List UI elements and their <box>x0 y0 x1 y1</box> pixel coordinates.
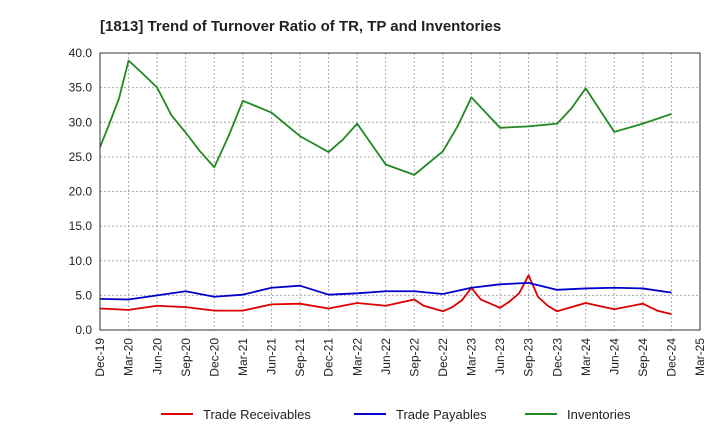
x-tick-label: Dec-20 <box>207 338 221 377</box>
y-tick-label: 5.0 <box>75 288 92 302</box>
y-axis-ticks: 0.0 5.0 10.0 15.0 20.0 25.0 30.0 35.0 40.0 <box>69 46 93 337</box>
x-tick-label: Jun-23 <box>493 338 507 375</box>
y-tick-label: 25.0 <box>69 150 93 164</box>
x-tick-label: Mar-21 <box>236 338 250 376</box>
x-tick-label: Mar-25 <box>693 338 707 376</box>
legend-label-trade-payables: Trade Payables <box>396 407 487 422</box>
x-tick-label: Mar-24 <box>579 338 593 376</box>
grid-lines <box>100 53 700 330</box>
legend-label-inventories: Inventories <box>567 407 631 422</box>
y-tick-label: 30.0 <box>69 115 93 129</box>
x-tick-label: Dec-24 <box>665 338 679 377</box>
x-tick-label: Sep-24 <box>636 338 650 377</box>
x-tick-label: Sep-21 <box>293 338 307 377</box>
x-axis-ticks: Dec-19 Mar-20 Jun-20 Sep-20 Dec-20 Mar-21 Jun-… <box>93 338 707 377</box>
x-tick-label: Dec-19 <box>93 338 107 377</box>
series-lines <box>99 59 672 315</box>
plot-area-frame <box>99 52 701 331</box>
x-tick-label: Mar-22 <box>350 338 364 376</box>
series-line-trade-payables <box>99 282 672 301</box>
x-tick-label: Sep-22 <box>407 338 421 377</box>
x-tick-label: Jun-24 <box>607 338 621 375</box>
x-tick-label: Mar-20 <box>122 338 136 376</box>
x-tick-label: Jun-22 <box>379 338 393 375</box>
legend-label-trade-receivables: Trade Receivables <box>203 407 311 422</box>
x-tick-label: Dec-21 <box>322 338 336 377</box>
x-tick-label: Sep-23 <box>522 338 536 377</box>
y-tick-label: 20.0 <box>69 185 93 199</box>
series-line-trade-receivables <box>99 274 672 315</box>
x-tick-label: Dec-22 <box>436 338 450 377</box>
x-tick-label: Dec-23 <box>550 338 564 377</box>
y-tick-label: 10.0 <box>69 254 93 268</box>
y-tick-label: 15.0 <box>69 219 93 233</box>
series-line-inventories <box>99 59 672 176</box>
x-tick-label: Sep-20 <box>179 338 193 377</box>
x-tick-label: Jun-20 <box>150 338 164 375</box>
x-tick-label: Mar-23 <box>465 338 479 376</box>
y-tick-label: 0.0 <box>75 323 92 337</box>
x-tick-label: Jun-21 <box>265 338 279 375</box>
y-tick-label: 40.0 <box>69 46 93 60</box>
legend: Trade Receivables Trade Payables Inventori… <box>161 407 631 422</box>
y-tick-label: 35.0 <box>69 81 93 95</box>
chart-title: [1813] Trend of Turnover Ratio of TR, TP… <box>100 18 501 35</box>
